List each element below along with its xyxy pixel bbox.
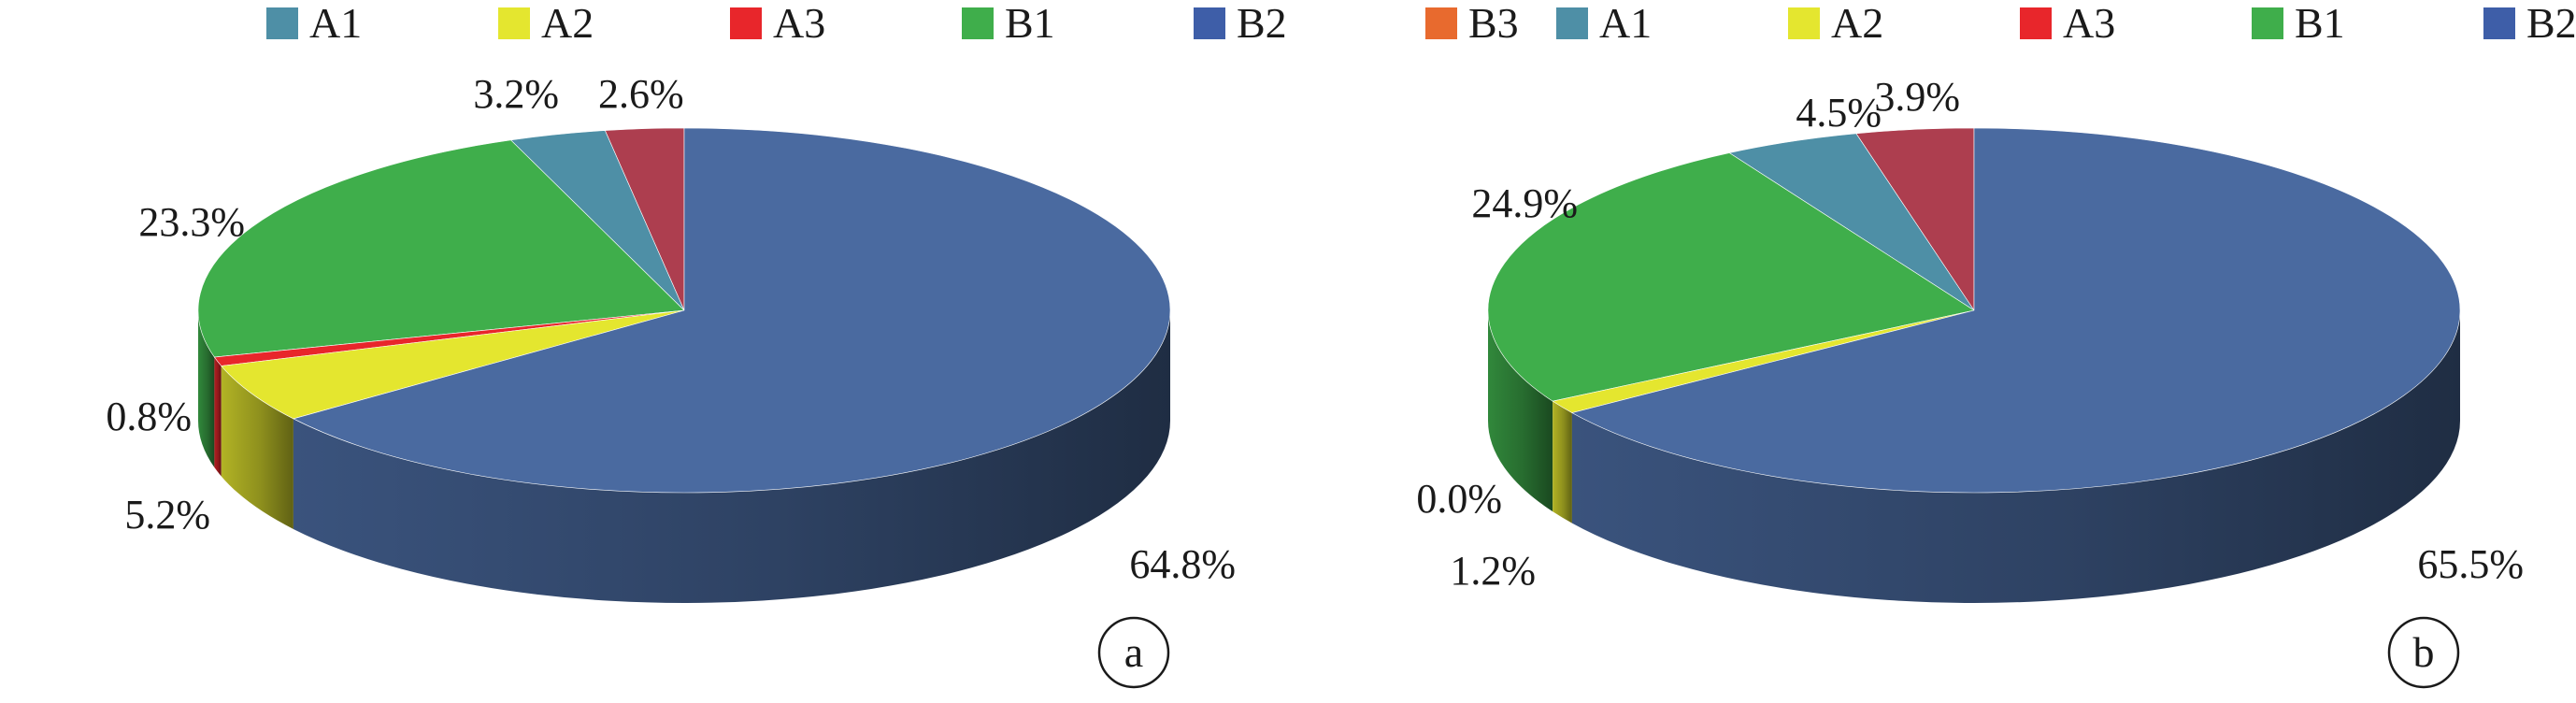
pie-side-a2: [1553, 401, 1572, 524]
pie-side-b2: [293, 310, 1170, 604]
legend-label-a2: A2: [1831, 0, 1883, 47]
legend-swatch-b2: [1194, 7, 1225, 39]
legend-label-b1: B1: [2295, 0, 2345, 47]
legend-label-b3: B3: [1468, 0, 1519, 47]
data-label-b1: 24.9%: [1471, 180, 1578, 226]
pie-slice-b2: [293, 127, 1171, 494]
legend-label-a3: A3: [773, 0, 825, 47]
pie-chart-b: A1 A2 A3 B1 B2 B3 3.9%4.5% 24.9% 0.0% 1.2% 65.5% b: [1416, 0, 2576, 689]
legend-swatch-b1: [962, 7, 994, 39]
pie-side-walls: [198, 310, 1170, 604]
legend-swatch-a1: [266, 7, 298, 39]
panel-label-text: b: [2413, 628, 2435, 676]
panel-label-circle: [1097, 616, 1170, 689]
panel-label-circle: [2387, 616, 2460, 689]
legend-label-a1: A1: [309, 0, 362, 47]
legend-label-b2: B2: [1237, 0, 1287, 47]
data-label-a3: 0.8%: [106, 394, 192, 439]
pie-side-b1: [1488, 310, 1553, 512]
data-labels: 2.6% 3.2% 23.3% 0.8% 5.2% 64.8%: [106, 71, 1236, 587]
data-label-a3: 0.0%: [1416, 476, 1502, 522]
data-label-a1: 4.5%: [1796, 90, 1882, 136]
pie-side-b2: [1571, 310, 2460, 604]
legend: A1 A2 A3 B1 B2 B3: [266, 0, 1519, 47]
data-label-a2: 5.2%: [124, 492, 210, 538]
data-label-b3: 3.9%: [1874, 74, 1960, 120]
legend-swatch-b2: [2483, 7, 2515, 39]
legend-label-b2: B2: [2526, 0, 2576, 47]
pie-slices: [197, 127, 1171, 494]
pie-slices: [1487, 127, 2461, 494]
legend-swatch-b1: [2252, 7, 2283, 39]
pie-chart-a: A1 A2 A3 B1 B2 B3 2.6% 3.2% 23.3% 0.8% 5.2% 64.8% a: [106, 0, 1519, 689]
pie-slice-b1: [1487, 152, 1975, 402]
legend-label-a1: A1: [1599, 0, 1652, 47]
legend-swatch-a2: [1788, 7, 1820, 39]
pie-side-walls: [1488, 310, 2460, 604]
panel-label: a: [1097, 616, 1170, 689]
legend-swatch-a3: [2020, 7, 2052, 39]
legend-swatch-a2: [498, 7, 530, 39]
data-label-b3: 2.6%: [598, 71, 684, 117]
pie-side-b1: [198, 310, 215, 468]
pie-side-a2: [221, 366, 293, 529]
data-label-b1: 23.3%: [138, 199, 245, 245]
legend-label-a3: A3: [2063, 0, 2115, 47]
pie-slice-b1: [197, 139, 685, 358]
pie-slice-a2: [221, 309, 685, 420]
panel-label-text: a: [1124, 628, 1143, 676]
legend-label-a2: A2: [541, 0, 594, 47]
data-label-b2: 64.8%: [1129, 541, 1236, 587]
pie-side-a3: [214, 357, 222, 477]
data-label-a1: 3.2%: [473, 71, 559, 117]
legend-swatch-a1: [1556, 7, 1588, 39]
data-label-b2: 65.5%: [2417, 541, 2524, 587]
legend-label-b1: B1: [1005, 0, 1055, 47]
legend-swatch-b3: [1425, 7, 1457, 39]
data-label-a2: 1.2%: [1450, 548, 1536, 594]
panel-label: b: [2387, 616, 2460, 689]
pie-slice-b2: [1571, 127, 2461, 494]
data-labels: 3.9%4.5% 24.9% 0.0% 1.2% 65.5%: [1416, 74, 2524, 594]
legend-swatch-a3: [730, 7, 762, 39]
